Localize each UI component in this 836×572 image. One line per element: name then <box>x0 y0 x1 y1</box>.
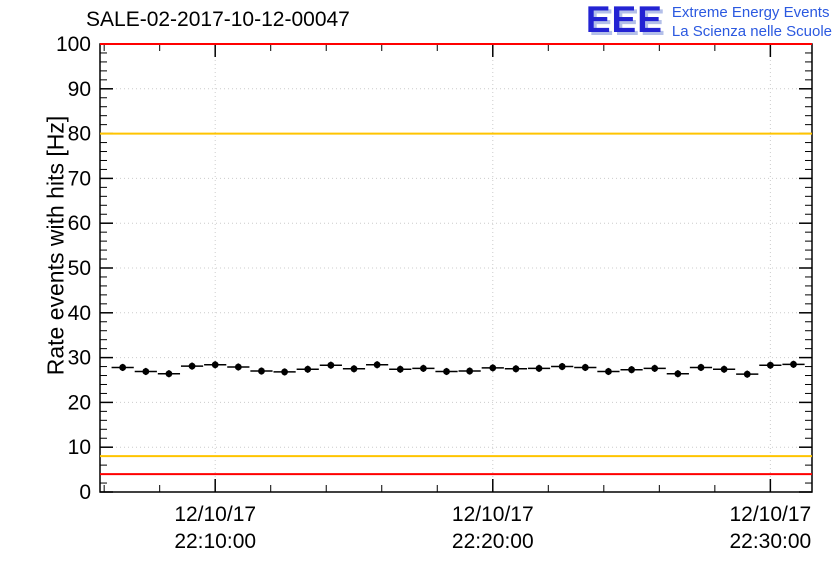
x-tick-label-time: 22:10:00 <box>174 530 256 553</box>
x-tick-label-date: 12/10/17 <box>452 503 534 526</box>
data-point <box>258 367 265 375</box>
data-point <box>651 364 659 372</box>
data-point <box>697 364 705 371</box>
data-point <box>373 361 381 369</box>
data-point <box>766 361 774 369</box>
eee-logo: EEE Extreme Energy Events La Scienza nel… <box>585 0 832 42</box>
eee-logo-acronym: EEE <box>585 0 663 40</box>
x-tick-label-time: 22:20:00 <box>452 530 534 553</box>
data-point <box>581 364 589 371</box>
data-point <box>674 370 682 378</box>
data-point <box>234 363 242 371</box>
x-tick-label-date: 12/10/17 <box>729 503 811 526</box>
data-point <box>443 368 450 375</box>
y-tick-label: 50 <box>68 257 91 280</box>
y-tick-label: 40 <box>68 302 91 325</box>
data-point <box>350 365 358 373</box>
data-point <box>628 366 635 374</box>
data-point <box>558 363 566 370</box>
data-point <box>304 365 312 373</box>
y-tick-label: 60 <box>68 212 91 235</box>
y-tick-label: 10 <box>68 436 91 459</box>
y-tick-label: 90 <box>68 78 91 101</box>
data-point <box>790 360 797 368</box>
y-tick-label: 0 <box>79 481 91 504</box>
data-point <box>489 364 497 372</box>
data-point <box>512 365 520 373</box>
y-tick-label: 30 <box>68 347 91 370</box>
chart-title: SALE-02-2017-10-12-00047 <box>86 8 350 31</box>
data-point <box>119 364 127 371</box>
data-point <box>720 365 728 373</box>
eee-logo-line1: Extreme Energy Events <box>671 4 830 21</box>
data-point <box>419 364 427 372</box>
y-tick-label: 80 <box>68 123 91 146</box>
data-point <box>535 364 543 372</box>
x-tick-label-time: 22:30:00 <box>729 530 811 553</box>
data-point <box>743 370 751 378</box>
data-point <box>605 368 612 375</box>
y-tick-label: 20 <box>68 391 91 414</box>
x-tick-label-date: 12/10/17 <box>174 503 256 526</box>
y-tick-label: 70 <box>68 167 91 190</box>
data-point <box>142 368 150 375</box>
eee-logo-text: Extreme Energy Events La Scienza nelle S… <box>672 2 832 42</box>
data-point <box>327 361 335 369</box>
data-point <box>396 365 404 373</box>
data-point <box>211 361 219 369</box>
data-point <box>188 362 196 370</box>
data-point <box>466 367 474 375</box>
data-point <box>165 370 173 378</box>
y-tick-label: 100 <box>56 33 91 56</box>
data-point <box>281 368 288 376</box>
y-axis-title: Rate events with hits [Hz] <box>42 115 69 376</box>
eee-logo-line2: La Scienza nelle Scuole <box>671 22 832 40</box>
